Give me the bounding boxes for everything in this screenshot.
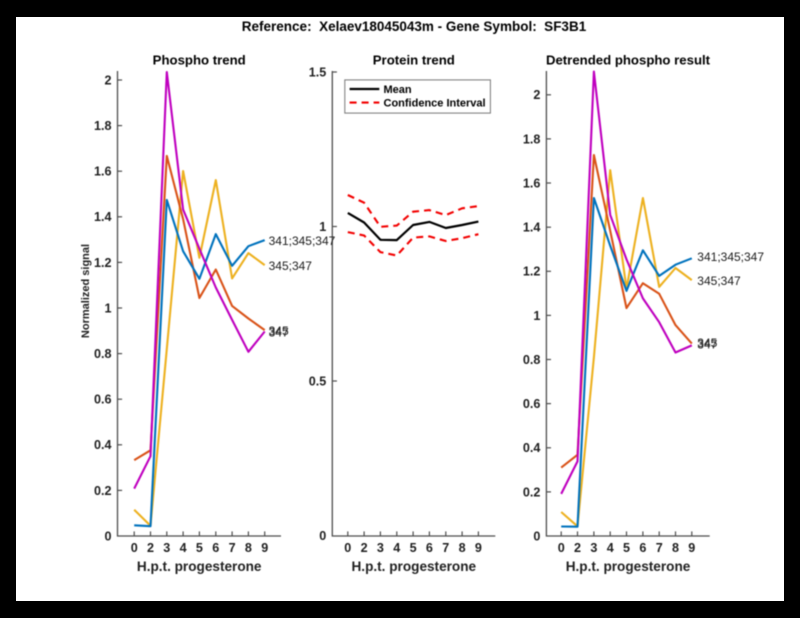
svg-text:3: 3	[377, 541, 384, 555]
svg-text:1.8: 1.8	[94, 119, 112, 133]
svg-text:0: 0	[533, 529, 540, 543]
svg-text:5: 5	[623, 541, 630, 555]
svg-text:8: 8	[459, 541, 466, 555]
svg-text:5: 5	[196, 541, 203, 555]
svg-text:Mean: Mean	[384, 84, 412, 96]
svg-text:2: 2	[147, 541, 154, 555]
svg-text:0: 0	[104, 529, 111, 543]
svg-text:7: 7	[229, 541, 236, 555]
svg-text:1.5: 1.5	[309, 65, 327, 79]
svg-text:0: 0	[344, 541, 351, 555]
svg-text:7: 7	[442, 541, 449, 555]
svg-text:4: 4	[180, 541, 187, 555]
svg-text:Normalized signal: Normalized signal	[80, 244, 92, 338]
svg-text:4: 4	[607, 541, 614, 555]
svg-text:0.4: 0.4	[94, 438, 112, 452]
svg-text:6: 6	[426, 541, 433, 555]
svg-text:2: 2	[104, 73, 111, 87]
svg-text:H.p.t. progesterone: H.p.t. progesterone	[351, 559, 476, 574]
svg-text:345;347: 345;347	[269, 259, 313, 273]
svg-text:2: 2	[574, 541, 581, 555]
svg-text:0.2: 0.2	[94, 484, 112, 498]
svg-text:Phospho trend: Phospho trend	[153, 52, 246, 67]
svg-text:7: 7	[656, 541, 663, 555]
svg-text:2: 2	[533, 88, 540, 102]
svg-text:Detrended phospho result: Detrended phospho result	[546, 52, 711, 67]
svg-text:1: 1	[533, 309, 540, 323]
svg-text:H.p.t. progesterone: H.p.t. progesterone	[566, 559, 691, 574]
svg-text:2: 2	[361, 541, 368, 555]
svg-text:1.8: 1.8	[523, 132, 541, 146]
svg-text:1.6: 1.6	[523, 176, 541, 190]
svg-text:0.4: 0.4	[523, 441, 541, 455]
svg-text:0.8: 0.8	[523, 353, 541, 367]
svg-text:3: 3	[163, 541, 170, 555]
svg-text:0.2: 0.2	[523, 485, 541, 499]
svg-text:Protein trend: Protein trend	[373, 52, 455, 67]
svg-text:5: 5	[410, 541, 417, 555]
svg-text:3: 3	[590, 541, 597, 555]
svg-text:9: 9	[475, 541, 482, 555]
svg-text:0.5: 0.5	[309, 374, 327, 388]
svg-text:0: 0	[558, 541, 565, 555]
svg-text:1.4: 1.4	[94, 210, 112, 224]
svg-text:Reference: Xelaev18045043m -: Reference: Xelaev18045043m - Gene Symbol…	[242, 19, 587, 34]
svg-text:8: 8	[672, 541, 679, 555]
svg-text:0: 0	[319, 529, 326, 543]
svg-text:8: 8	[245, 541, 252, 555]
svg-text:347: 347	[697, 337, 717, 351]
svg-text:1.2: 1.2	[523, 265, 541, 279]
svg-text:345: 345	[269, 324, 289, 338]
svg-text:1: 1	[104, 301, 111, 315]
svg-text:0.6: 0.6	[94, 393, 112, 407]
svg-text:9: 9	[688, 541, 695, 555]
svg-text:6: 6	[639, 541, 646, 555]
svg-text:345: 345	[697, 336, 717, 350]
svg-text:345;347: 345;347	[697, 274, 741, 288]
svg-text:H.p.t. progesterone: H.p.t. progesterone	[137, 559, 262, 574]
svg-text:1.6: 1.6	[94, 165, 112, 179]
svg-text:341;345;347: 341;345;347	[269, 234, 336, 248]
svg-text:1.4: 1.4	[523, 221, 541, 235]
svg-text:Confidence Interval: Confidence Interval	[384, 98, 486, 110]
svg-text:341;345;347: 341;345;347	[697, 250, 764, 264]
svg-text:347: 347	[269, 325, 289, 339]
svg-text:4: 4	[393, 541, 400, 555]
svg-text:0.6: 0.6	[523, 397, 541, 411]
svg-text:6: 6	[212, 541, 219, 555]
svg-text:1: 1	[319, 220, 326, 234]
svg-text:9: 9	[261, 541, 268, 555]
svg-text:1.2: 1.2	[94, 256, 112, 270]
svg-text:0.8: 0.8	[94, 347, 112, 361]
svg-text:0: 0	[131, 541, 138, 555]
